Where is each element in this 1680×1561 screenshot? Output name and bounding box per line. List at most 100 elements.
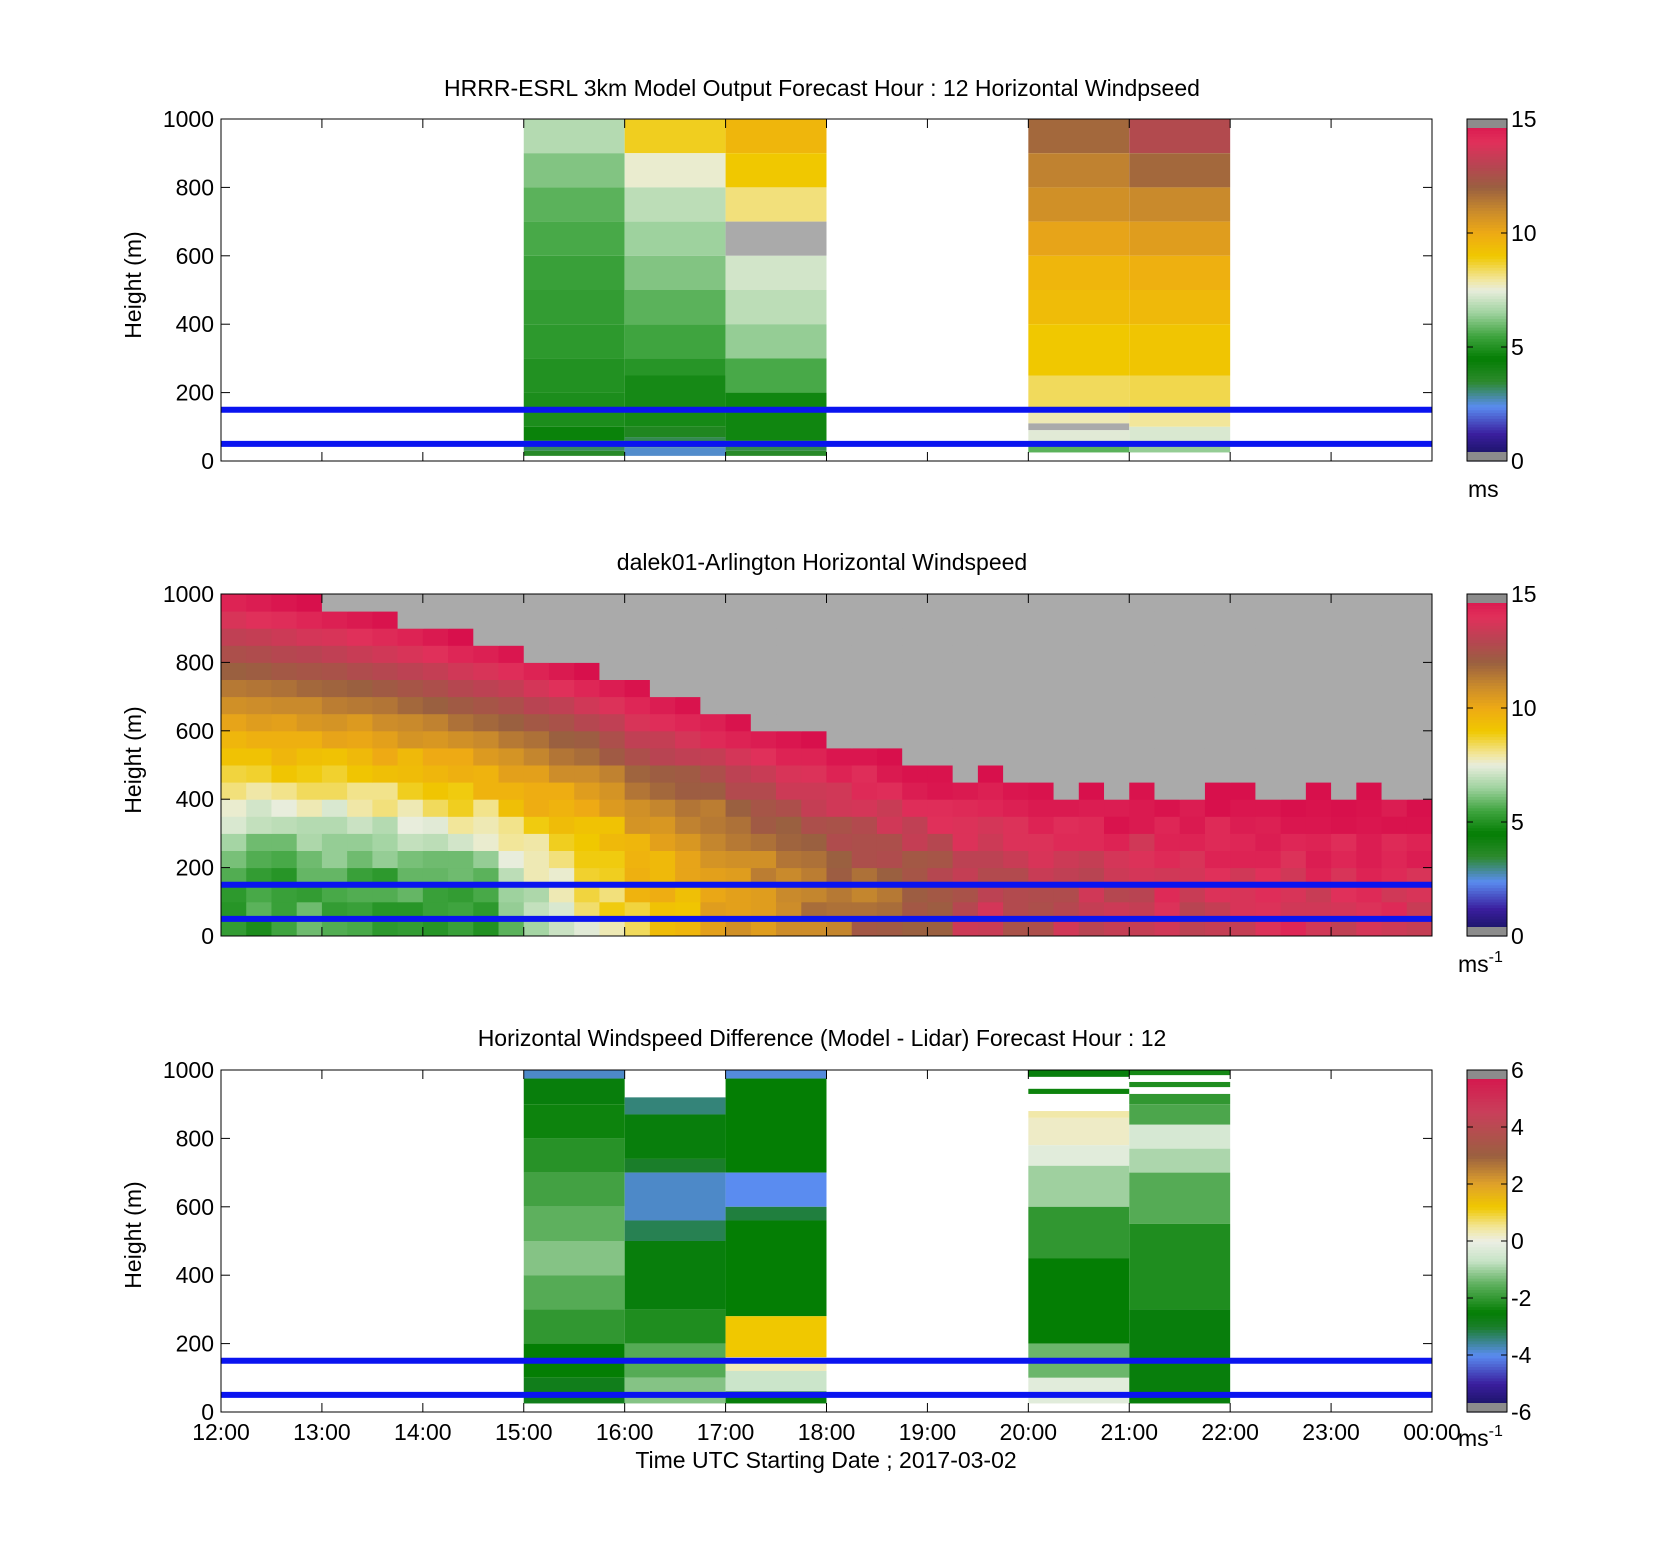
- colorbar-swatch: [1467, 252, 1507, 257]
- colorbar-swatch: [1467, 753, 1507, 758]
- colorbar-swatch: [1467, 190, 1507, 194]
- colorbar-swatch: [1467, 696, 1507, 701]
- heatmap-cell: [902, 594, 928, 612]
- colorbar-swatch: [1467, 705, 1507, 709]
- heatmap-cell: [1280, 645, 1307, 663]
- heatmap-cell: [548, 833, 575, 851]
- heatmap-cell: [700, 884, 727, 903]
- colorbar-swatch: [1467, 645, 1507, 649]
- heatmap-cell: [221, 662, 247, 680]
- panel-title: Horizontal Windspeed Difference (Model -…: [478, 1025, 1167, 1051]
- colorbar-swatch: [1467, 676, 1507, 681]
- heatmap-cell: [649, 850, 676, 869]
- heatmap-cell: [1078, 765, 1105, 783]
- heatmap-cell: [422, 611, 449, 629]
- heatmap-cell: [1204, 901, 1231, 920]
- heatmap-cell: [851, 765, 878, 783]
- colorbar-unit: ms: [1468, 476, 1499, 502]
- heatmap-cell: [221, 747, 247, 766]
- heatmap-cell: [1129, 255, 1231, 290]
- heatmap-cell: [700, 713, 727, 732]
- heatmap-cell: [271, 730, 298, 749]
- heatmap-cell: [624, 747, 651, 766]
- colorbar-tick-label: 0: [1511, 923, 1524, 949]
- heatmap-cell: [473, 628, 500, 646]
- heatmap-cell: [1028, 409, 1130, 424]
- colorbar-swatch: [1467, 144, 1507, 149]
- heatmap-cell: [321, 594, 348, 612]
- heatmap-cell: [523, 1377, 625, 1404]
- heatmap-cell: [1406, 713, 1433, 732]
- heatmap-cell: [1406, 901, 1433, 920]
- x-tick-label: 22:00: [1201, 1419, 1259, 1445]
- heatmap-cell: [448, 901, 474, 920]
- heatmap-cell: [1255, 730, 1282, 749]
- heatmap-cell: [448, 850, 474, 869]
- heatmap-cell: [1028, 662, 1055, 680]
- heatmap-cell: [448, 662, 474, 680]
- colorbar-tick-label: 10: [1511, 695, 1537, 721]
- colorbar-swatch: [1467, 881, 1507, 886]
- colorbar-swatch: [1467, 344, 1507, 348]
- colorbar-swatch: [1467, 170, 1507, 174]
- heatmap-cell: [1280, 730, 1307, 749]
- heatmap-cell: [725, 187, 827, 222]
- heatmap-cell: [321, 628, 348, 646]
- heatmap-cell: [599, 850, 626, 869]
- heatmap-cell: [1129, 611, 1155, 629]
- heatmap-cell: [750, 901, 777, 920]
- heatmap-cell: [271, 918, 298, 937]
- heatmap-cell: [296, 747, 323, 766]
- heatmap-cell: [246, 901, 272, 920]
- heatmap-cell: [1305, 765, 1332, 783]
- heatmap-cell: [902, 611, 928, 629]
- heatmap-cell: [1356, 901, 1383, 920]
- colorbar-swatch: [1467, 1104, 1507, 1108]
- heatmap-cell: [523, 867, 550, 886]
- heatmap-cell: [1406, 765, 1433, 783]
- heatmap-cell: [902, 645, 928, 663]
- heatmap-cell: [1179, 782, 1206, 800]
- heatmap-cell: [902, 816, 928, 834]
- heatmap-cell: [927, 730, 954, 749]
- heatmap-cell: [548, 730, 575, 749]
- heatmap-cell: [347, 713, 373, 732]
- colorbar-swatch: [1467, 762, 1507, 766]
- heatmap-cell: [1104, 867, 1130, 886]
- heatmap-cell: [574, 765, 600, 783]
- heatmap-cell: [1179, 833, 1206, 851]
- heatmap-cell: [1331, 799, 1357, 817]
- heatmap-cell: [1003, 833, 1029, 851]
- colorbar-swatch: [1467, 1141, 1507, 1145]
- heatmap-cell: [498, 901, 525, 920]
- heatmap-cell: [296, 816, 323, 834]
- heatmap-cell: [523, 450, 625, 456]
- colorbar-swatch: [1467, 810, 1507, 815]
- heatmap-cell: [296, 662, 323, 680]
- colorbar-swatch: [1467, 412, 1507, 416]
- heatmap-cell: [1129, 1172, 1231, 1224]
- heatmap-cell: [1179, 884, 1206, 903]
- heatmap-cell: [1331, 747, 1357, 766]
- y-axis-label: Height (m): [120, 706, 146, 813]
- heatmap-cell: [1356, 696, 1383, 715]
- heatmap-cell: [347, 884, 373, 903]
- heatmap-cell: [700, 901, 727, 920]
- colorbar-tick-label: 2: [1511, 1171, 1524, 1197]
- heatmap-cell: [574, 662, 600, 680]
- heatmap-cell: [1381, 730, 1408, 749]
- colorbar-swatch: [1467, 1360, 1507, 1365]
- heatmap-cell: [1053, 628, 1080, 646]
- colorbar-swatch: [1467, 830, 1507, 834]
- colorbar-swatch: [1467, 207, 1507, 211]
- heatmap-cell: [271, 679, 298, 698]
- heatmap-cell: [1406, 782, 1433, 800]
- heatmap-cell: [221, 696, 247, 715]
- colorbar-swatch: [1467, 127, 1507, 131]
- heatmap-cell: [397, 713, 424, 732]
- colorbar-swatch: [1467, 613, 1507, 618]
- heatmap-cell: [801, 918, 827, 937]
- heatmap-cell: [977, 679, 1004, 698]
- heatmap-cell: [422, 628, 449, 646]
- heatmap-cell: [675, 730, 701, 749]
